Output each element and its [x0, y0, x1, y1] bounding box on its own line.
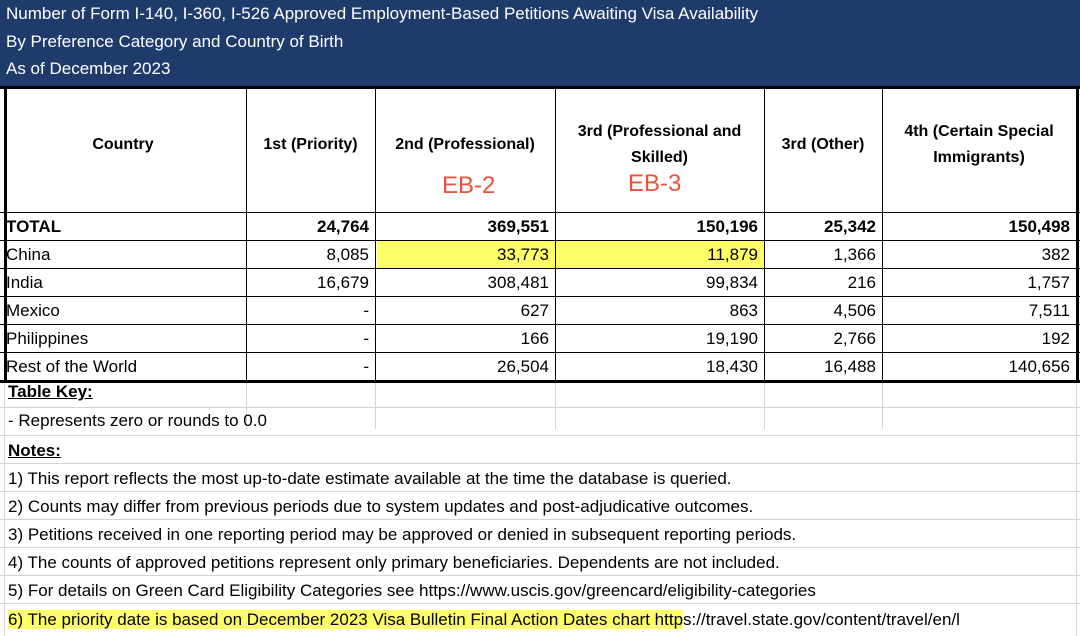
row-border [0, 268, 1080, 269]
note-5: 5) For details on Green Card Eligibility… [8, 581, 816, 600]
cell-2nd[interactable]: 166 [520, 329, 549, 348]
table-row-india: India 16,679 308,481 99,834 216 1,757 [0, 269, 1080, 297]
note-6-rest: s://travel.state.gov/content/travel/en/l [683, 610, 960, 629]
cell-1st[interactable]: 24,764 [317, 217, 369, 236]
cell-1st[interactable]: - [363, 357, 369, 376]
cell-4th[interactable]: 7,511 [1028, 301, 1070, 320]
row-border [0, 240, 1080, 241]
cell-2nd[interactable]: 369,551 [487, 217, 549, 236]
note-2: 2) Counts may differ from previous perio… [8, 497, 754, 516]
row-country: Rest of the World [6, 357, 138, 376]
cell-3rd-professional[interactable]: 18,430 [706, 357, 758, 376]
report-subtitle: By Preference Category and Country of Bi… [6, 31, 344, 51]
report-title-banner: Number of Form I-140, I-360, I-526 Appro… [0, 0, 1080, 86]
grid-line [0, 463, 1080, 464]
col-header-country[interactable]: Country [92, 136, 154, 153]
note-4: 4) The counts of approved petitions repr… [8, 553, 780, 572]
cell-3rd-other[interactable]: 2,766 [833, 329, 876, 348]
row-country: Mexico [6, 301, 60, 320]
cell-1st[interactable]: - [363, 301, 369, 320]
total-top-border [0, 212, 1080, 213]
grid-line [4, 383, 5, 636]
table-key-item: - Represents zero or rounds to 0.0 [8, 411, 267, 430]
grid-line [0, 519, 1080, 520]
cell-2nd[interactable]: 627 [520, 301, 549, 320]
table-row-philippines: Philippines - 166 19,190 2,766 192 [0, 325, 1080, 353]
row-border [0, 352, 1080, 353]
column-divider [764, 86, 765, 383]
note-3: 3) Petitions received in one reporting p… [8, 525, 797, 544]
cell-3rd-other[interactable]: 4,506 [833, 301, 876, 320]
grid-line [375, 383, 376, 429]
table-key-heading: Table Key: [8, 382, 93, 401]
column-divider [246, 86, 247, 383]
table-bottom-border [0, 380, 1080, 383]
notes-heading: Notes: [8, 441, 61, 460]
cell-2nd[interactable]: 308,481 [487, 273, 549, 292]
cell-3rd-other[interactable]: 216 [847, 273, 876, 292]
column-divider [375, 86, 376, 383]
grid-line [0, 575, 1080, 576]
column-header-row: Country 1st (Priority) 2nd (Professional… [0, 86, 1080, 204]
column-divider [555, 86, 556, 383]
cell-3rd-other[interactable]: 16,488 [824, 357, 876, 376]
cell-1st[interactable]: 16,679 [317, 273, 369, 292]
grid-line [1076, 383, 1077, 636]
row-country: India [6, 273, 43, 292]
cell-1st[interactable]: - [363, 329, 369, 348]
note-6: 6) The priority date is based on Decembe… [0, 606, 960, 634]
cell-3rd-professional[interactable]: 863 [729, 301, 758, 320]
grid-line [764, 383, 765, 429]
col-header-3rd-other[interactable]: 3rd (Other) [781, 136, 865, 153]
cell-3rd-professional[interactable]: 99,834 [706, 273, 758, 292]
row-border [0, 296, 1080, 297]
report-title: Number of Form I-140, I-360, I-526 Appro… [6, 4, 759, 23]
cell-4th[interactable]: 1,757 [1027, 273, 1070, 292]
eb3-annotation: EB-3 [628, 170, 682, 197]
cell-2nd[interactable]: 26,504 [497, 357, 549, 376]
column-divider [882, 86, 883, 383]
grid-line [246, 383, 247, 429]
cell-4th[interactable]: 192 [1041, 329, 1070, 348]
row-border [0, 324, 1080, 325]
col-header-4th[interactable]: 4th (Certain Special Immigrants) [904, 123, 1054, 166]
row-country: China [6, 245, 51, 264]
cell-3rd-other[interactable]: 1,366 [833, 245, 876, 264]
table-row-total: TOTAL 24,764 369,551 150,196 25,342 150,… [0, 213, 1080, 241]
table-right-border [1076, 86, 1079, 383]
table-row-mexico: Mexico - 627 863 4,506 7,511 [0, 297, 1080, 325]
col-header-2nd[interactable]: 2nd (Professional) [395, 136, 535, 153]
cell-3rd-professional[interactable]: 150,196 [696, 217, 758, 236]
grid-line [0, 547, 1080, 548]
cell-3rd-professional[interactable]: 19,190 [706, 329, 758, 348]
col-header-3rd-professional[interactable]: 3rd (Professional and Skilled) [577, 123, 742, 166]
report-date: As of December 2023 [6, 59, 171, 78]
cell-4th[interactable]: 382 [1041, 245, 1070, 264]
row-country: Philippines [6, 329, 89, 348]
table-row-china: China 8,085 33,773 11,879 1,366 382 [0, 241, 1080, 269]
table-left-border [4, 86, 7, 383]
cell-4th[interactable]: 140,656 [1008, 357, 1070, 376]
grid-line [0, 435, 1080, 436]
grid-line [0, 491, 1080, 492]
cell-4th[interactable]: 150,498 [1008, 217, 1070, 236]
note-1: 1) This report reflects the most up-to-d… [8, 469, 732, 488]
cell-2nd-highlighted[interactable]: 33,773 [377, 241, 555, 269]
table-row-rest-of-world: Rest of the World - 26,504 18,430 16,488… [0, 353, 1080, 381]
header-top-border [0, 86, 1080, 89]
col-header-1st[interactable]: 1st (Priority) [263, 136, 358, 153]
grid-line [0, 603, 1080, 604]
eb2-annotation: EB-2 [442, 172, 496, 199]
cell-3rd-professional-highlighted[interactable]: 11,879 [555, 241, 764, 269]
cell-3rd-other[interactable]: 25,342 [824, 217, 876, 236]
note-6-highlight: 6) The priority date is based on Decembe… [8, 610, 684, 629]
row-country: TOTAL [6, 217, 62, 236]
grid-line [555, 383, 556, 429]
grid-line [0, 407, 1080, 408]
cell-1st[interactable]: 8,085 [326, 245, 369, 264]
grid-line [882, 383, 883, 429]
